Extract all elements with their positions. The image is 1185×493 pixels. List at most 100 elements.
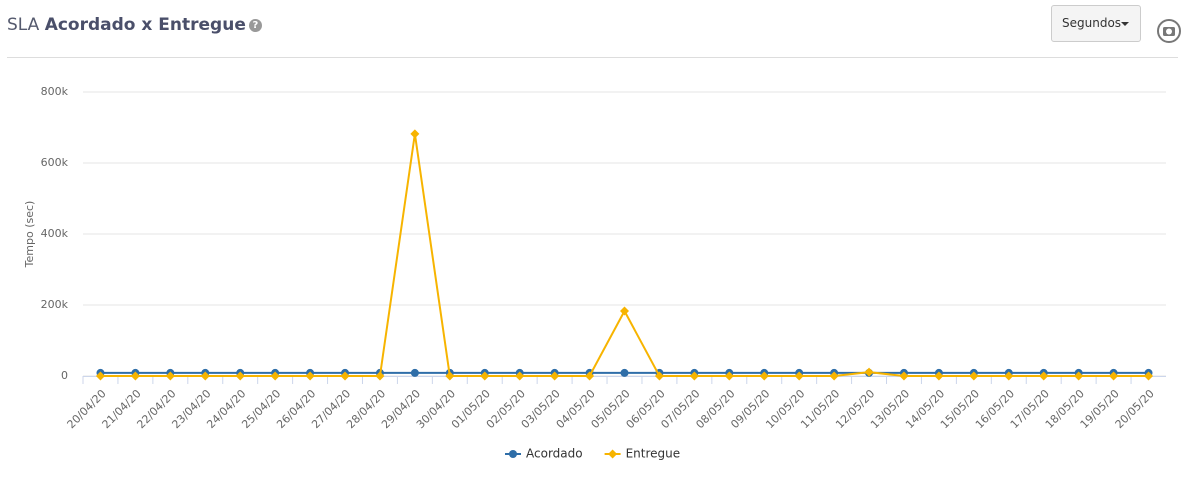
point xyxy=(1074,368,1083,377)
point xyxy=(1039,371,1049,381)
point xyxy=(899,368,908,377)
legend-label: Acordado xyxy=(526,447,583,461)
point xyxy=(480,371,490,381)
point xyxy=(375,371,385,381)
point xyxy=(515,371,525,381)
point xyxy=(690,368,699,377)
point xyxy=(201,368,210,377)
x-tick-label: 07/05/20 xyxy=(658,387,702,431)
unit-dropdown[interactable]: Segundos xyxy=(1051,5,1141,42)
x-tick-label: 01/05/20 xyxy=(449,387,493,431)
legend-label: Entregue xyxy=(626,447,681,461)
point xyxy=(620,306,629,316)
x-tick-label: 12/05/20 xyxy=(833,387,877,431)
point xyxy=(515,368,524,377)
point xyxy=(689,371,699,381)
legend-marker xyxy=(608,449,618,459)
help-icon[interactable]: ? xyxy=(248,19,262,32)
x-tick-label: 28/04/20 xyxy=(344,387,388,431)
x-tick-label: 25/04/20 xyxy=(239,387,283,431)
point xyxy=(795,368,804,377)
point xyxy=(1004,371,1014,381)
point xyxy=(1004,368,1013,377)
x-tick-label: 20/05/20 xyxy=(1113,387,1157,431)
point xyxy=(1109,371,1119,381)
y-tick-label: 800k xyxy=(41,85,69,98)
point xyxy=(270,371,280,381)
point xyxy=(305,371,315,381)
x-tick-label: 10/05/20 xyxy=(763,387,807,431)
point xyxy=(969,368,978,377)
x-tick-label: 09/05/20 xyxy=(728,387,772,431)
x-tick-label: 11/05/20 xyxy=(798,387,842,431)
x-tick-label: 30/04/20 xyxy=(414,387,458,431)
x-tick-label: 29/04/20 xyxy=(379,387,423,431)
point xyxy=(235,371,245,381)
x-tick-label: 18/05/20 xyxy=(1043,387,1087,431)
point xyxy=(865,368,874,377)
series-line xyxy=(100,133,1149,377)
point xyxy=(1109,368,1118,377)
x-tick-label: 03/05/20 xyxy=(519,387,563,431)
x-tick-label: 16/05/20 xyxy=(973,387,1017,431)
x-tick-label: 15/05/20 xyxy=(938,387,982,431)
y-tick-label: 600k xyxy=(41,156,69,169)
point xyxy=(480,368,489,377)
x-tick-label: 22/04/20 xyxy=(134,387,178,431)
point xyxy=(934,371,944,381)
y-tick-label: 400k xyxy=(41,227,69,240)
point xyxy=(96,368,105,377)
point xyxy=(1074,371,1084,381)
point xyxy=(864,367,874,377)
x-tick-label: 24/04/20 xyxy=(204,387,248,431)
point xyxy=(759,371,769,381)
point xyxy=(934,368,943,377)
y-tick-label: 200k xyxy=(41,298,69,311)
x-tick-label: 23/04/20 xyxy=(169,387,213,431)
point xyxy=(410,368,419,377)
point xyxy=(794,371,804,381)
x-tick-label: 17/05/20 xyxy=(1008,387,1052,431)
y-tick-label: 0 xyxy=(61,369,68,382)
x-tick-label: 02/05/20 xyxy=(484,387,528,431)
camera-button[interactable] xyxy=(1156,18,1182,44)
point xyxy=(1039,368,1048,377)
y-axis-title: Tempo (sec) xyxy=(23,201,36,269)
point xyxy=(724,371,734,381)
point xyxy=(306,368,315,377)
x-tick-label: 04/05/20 xyxy=(554,387,598,431)
point xyxy=(829,371,839,381)
point xyxy=(165,371,175,381)
point xyxy=(1144,371,1154,381)
point xyxy=(200,371,210,381)
x-tick-label: 08/05/20 xyxy=(693,387,737,431)
point xyxy=(166,368,175,377)
x-tick-label: 05/05/20 xyxy=(589,387,633,431)
point xyxy=(236,368,245,377)
x-tick-label: 13/05/20 xyxy=(868,387,912,431)
point xyxy=(410,129,420,139)
point xyxy=(550,368,559,377)
point xyxy=(375,368,384,377)
point xyxy=(95,371,105,381)
point xyxy=(655,368,664,377)
point xyxy=(620,368,629,377)
point xyxy=(445,368,454,377)
x-tick-label: 27/04/20 xyxy=(309,387,353,431)
point xyxy=(340,371,350,381)
point xyxy=(445,371,455,381)
point xyxy=(585,368,594,377)
legend-marker xyxy=(509,450,517,458)
point xyxy=(969,371,979,381)
x-tick-label: 20/04/20 xyxy=(65,387,109,431)
x-tick-label: 06/05/20 xyxy=(624,387,668,431)
point xyxy=(725,368,734,377)
point xyxy=(271,368,280,377)
point xyxy=(654,371,664,381)
point xyxy=(131,368,140,377)
point xyxy=(1144,368,1153,377)
point xyxy=(130,371,140,381)
title: SLA Acordado x Entregue? xyxy=(7,15,262,35)
